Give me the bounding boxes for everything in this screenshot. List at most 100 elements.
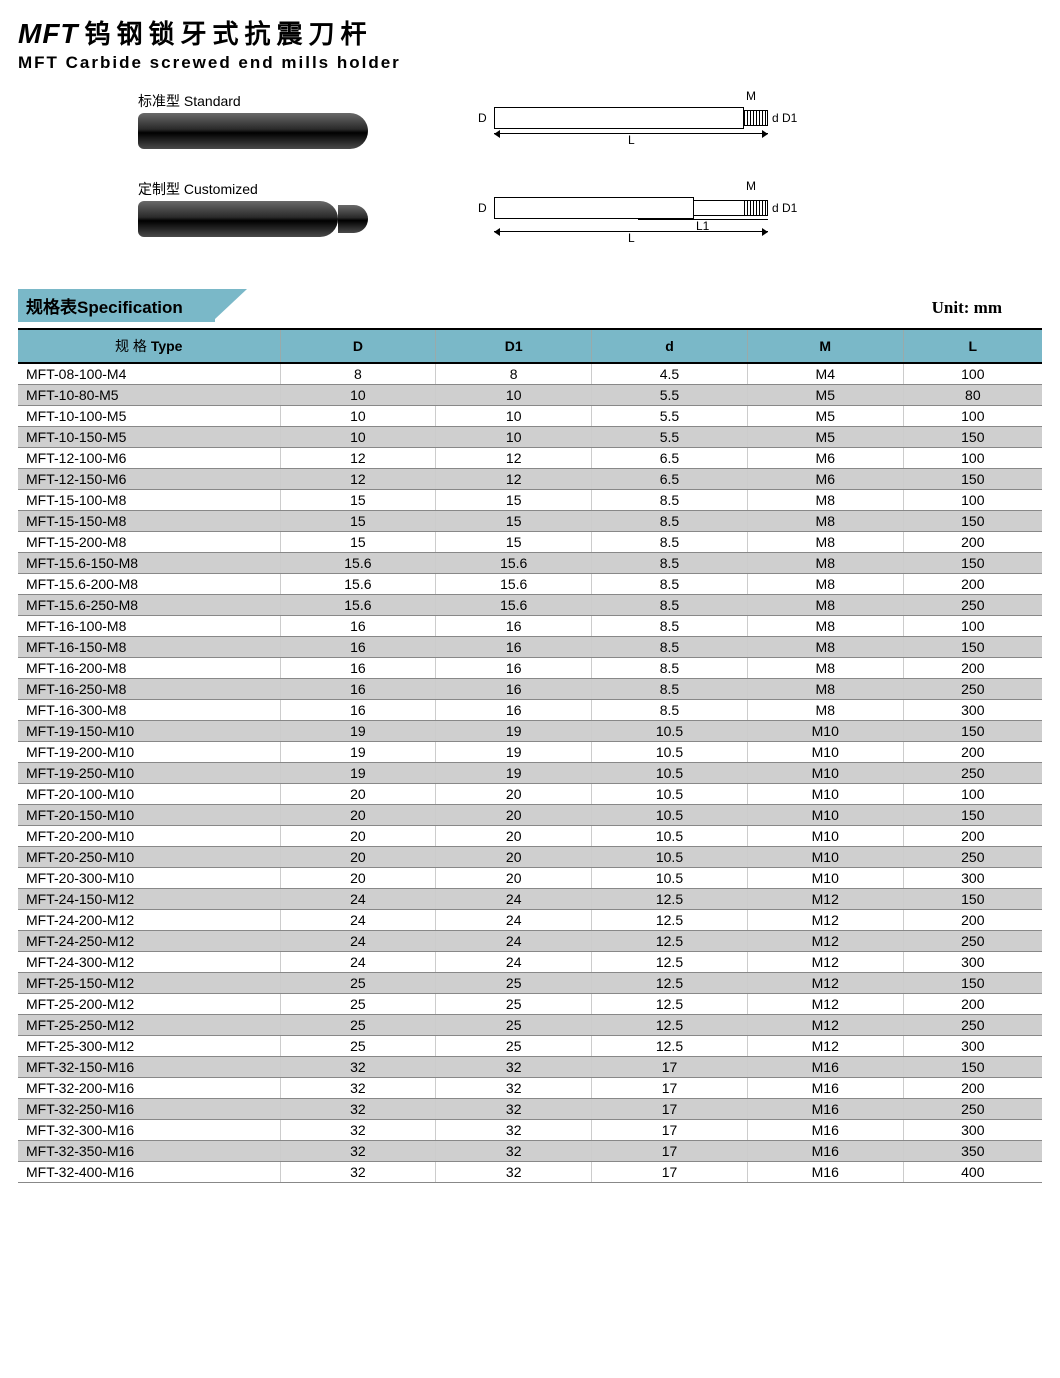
cell-d: 12.5 [592, 889, 748, 910]
cell-type: MFT-19-150-M10 [18, 721, 280, 742]
cell-L: 350 [903, 1141, 1042, 1162]
cell-D1: 24 [436, 952, 592, 973]
table-row: MFT-12-150-M612126.5M6150 [18, 469, 1042, 490]
col-L: L [903, 329, 1042, 363]
table-header-row: 规 格 Type D D1 d M L [18, 329, 1042, 363]
cell-type: MFT-10-80-M5 [18, 385, 280, 406]
cell-d: 5.5 [592, 427, 748, 448]
cell-type: MFT-12-100-M6 [18, 448, 280, 469]
cell-type: MFT-08-100-M4 [18, 363, 280, 385]
table-row: MFT-15-200-M815158.5M8200 [18, 532, 1042, 553]
cell-d: 17 [592, 1099, 748, 1120]
cell-type: MFT-24-300-M12 [18, 952, 280, 973]
cell-L: 250 [903, 1015, 1042, 1036]
cell-d: 17 [592, 1120, 748, 1141]
cell-type: MFT-32-150-M16 [18, 1057, 280, 1078]
cell-M: M16 [747, 1141, 903, 1162]
cell-d: 17 [592, 1141, 748, 1162]
table-row: MFT-24-250-M12242412.5M12250 [18, 931, 1042, 952]
col-M: M [747, 329, 903, 363]
cell-d: 8.5 [592, 658, 748, 679]
cell-type: MFT-12-150-M6 [18, 469, 280, 490]
cell-type: MFT-15-150-M8 [18, 511, 280, 532]
table-row: MFT-32-250-M16323217M16250 [18, 1099, 1042, 1120]
cell-D1: 20 [436, 826, 592, 847]
table-row: MFT-15-150-M815158.5M8150 [18, 511, 1042, 532]
cell-D: 15.6 [280, 553, 436, 574]
cell-D1: 32 [436, 1078, 592, 1099]
cell-L: 200 [903, 1078, 1042, 1099]
cell-d: 12.5 [592, 973, 748, 994]
cell-d: 10.5 [592, 784, 748, 805]
cell-L: 300 [903, 952, 1042, 973]
cell-D1: 15 [436, 490, 592, 511]
cell-D1: 16 [436, 658, 592, 679]
cell-L: 150 [903, 973, 1042, 994]
table-row: MFT-10-100-M510105.5M5100 [18, 406, 1042, 427]
cell-type: MFT-16-200-M8 [18, 658, 280, 679]
table-row: MFT-10-150-M510105.5M5150 [18, 427, 1042, 448]
cell-L: 150 [903, 511, 1042, 532]
cell-D1: 19 [436, 763, 592, 784]
cell-L: 150 [903, 889, 1042, 910]
table-row: MFT-15.6-250-M815.615.68.5M8250 [18, 595, 1042, 616]
cell-D1: 15.6 [436, 553, 592, 574]
cell-D1: 25 [436, 994, 592, 1015]
cell-d: 4.5 [592, 363, 748, 385]
cell-type: MFT-16-150-M8 [18, 637, 280, 658]
cell-type: MFT-10-150-M5 [18, 427, 280, 448]
cell-D1: 25 [436, 1036, 592, 1057]
cell-D: 24 [280, 931, 436, 952]
table-row: MFT-10-80-M510105.5M580 [18, 385, 1042, 406]
cell-d: 12.5 [592, 1036, 748, 1057]
col-D1: D1 [436, 329, 592, 363]
customized-tool-image [138, 201, 338, 237]
cell-d: 17 [592, 1162, 748, 1183]
cell-M: M10 [747, 805, 903, 826]
table-row: MFT-32-400-M16323217M16400 [18, 1162, 1042, 1183]
cell-D1: 32 [436, 1120, 592, 1141]
cell-D1: 15 [436, 532, 592, 553]
cell-L: 250 [903, 763, 1042, 784]
spec-header-bar: 规格表Specification Unit: mm [18, 289, 1042, 322]
cell-d: 6.5 [592, 448, 748, 469]
cell-type: MFT-20-100-M10 [18, 784, 280, 805]
cell-type: MFT-10-100-M5 [18, 406, 280, 427]
cell-L: 200 [903, 910, 1042, 931]
cell-L: 300 [903, 1120, 1042, 1141]
cell-type: MFT-25-150-M12 [18, 973, 280, 994]
cell-type: MFT-32-350-M16 [18, 1141, 280, 1162]
cell-D1: 19 [436, 742, 592, 763]
cell-D: 16 [280, 679, 436, 700]
table-row: MFT-19-250-M10191910.5M10250 [18, 763, 1042, 784]
title-cn-text: 钨钢锁牙式抗震刀杆 [85, 19, 373, 49]
cell-M: M8 [747, 532, 903, 553]
cell-type: MFT-16-250-M8 [18, 679, 280, 700]
cell-D: 20 [280, 826, 436, 847]
cell-d: 5.5 [592, 385, 748, 406]
standard-schematic: D d D1 M L [478, 91, 798, 151]
cell-type: MFT-20-150-M10 [18, 805, 280, 826]
customized-schematic: D d D1 M L1 L [478, 181, 798, 241]
cell-M: M8 [747, 616, 903, 637]
cell-L: 150 [903, 469, 1042, 490]
cell-type: MFT-32-300-M16 [18, 1120, 280, 1141]
cell-D1: 10 [436, 385, 592, 406]
cell-M: M8 [747, 700, 903, 721]
cell-M: M12 [747, 910, 903, 931]
cell-type: MFT-20-250-M10 [18, 847, 280, 868]
cell-type: MFT-15-200-M8 [18, 532, 280, 553]
cell-L: 100 [903, 784, 1042, 805]
cell-L: 250 [903, 595, 1042, 616]
cell-M: M12 [747, 889, 903, 910]
cell-L: 100 [903, 490, 1042, 511]
cell-D1: 24 [436, 910, 592, 931]
cell-L: 150 [903, 637, 1042, 658]
cell-type: MFT-24-150-M12 [18, 889, 280, 910]
page-title-en: MFT Carbide screwed end mills holder [18, 53, 1042, 73]
cell-M: M6 [747, 448, 903, 469]
cell-M: M10 [747, 847, 903, 868]
dim-label-L: L [628, 231, 635, 245]
cell-d: 5.5 [592, 406, 748, 427]
cell-D1: 32 [436, 1141, 592, 1162]
